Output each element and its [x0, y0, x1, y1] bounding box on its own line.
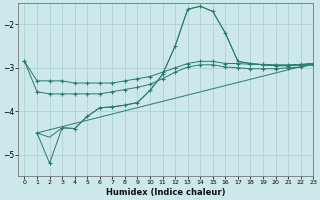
- X-axis label: Humidex (Indice chaleur): Humidex (Indice chaleur): [106, 188, 226, 197]
